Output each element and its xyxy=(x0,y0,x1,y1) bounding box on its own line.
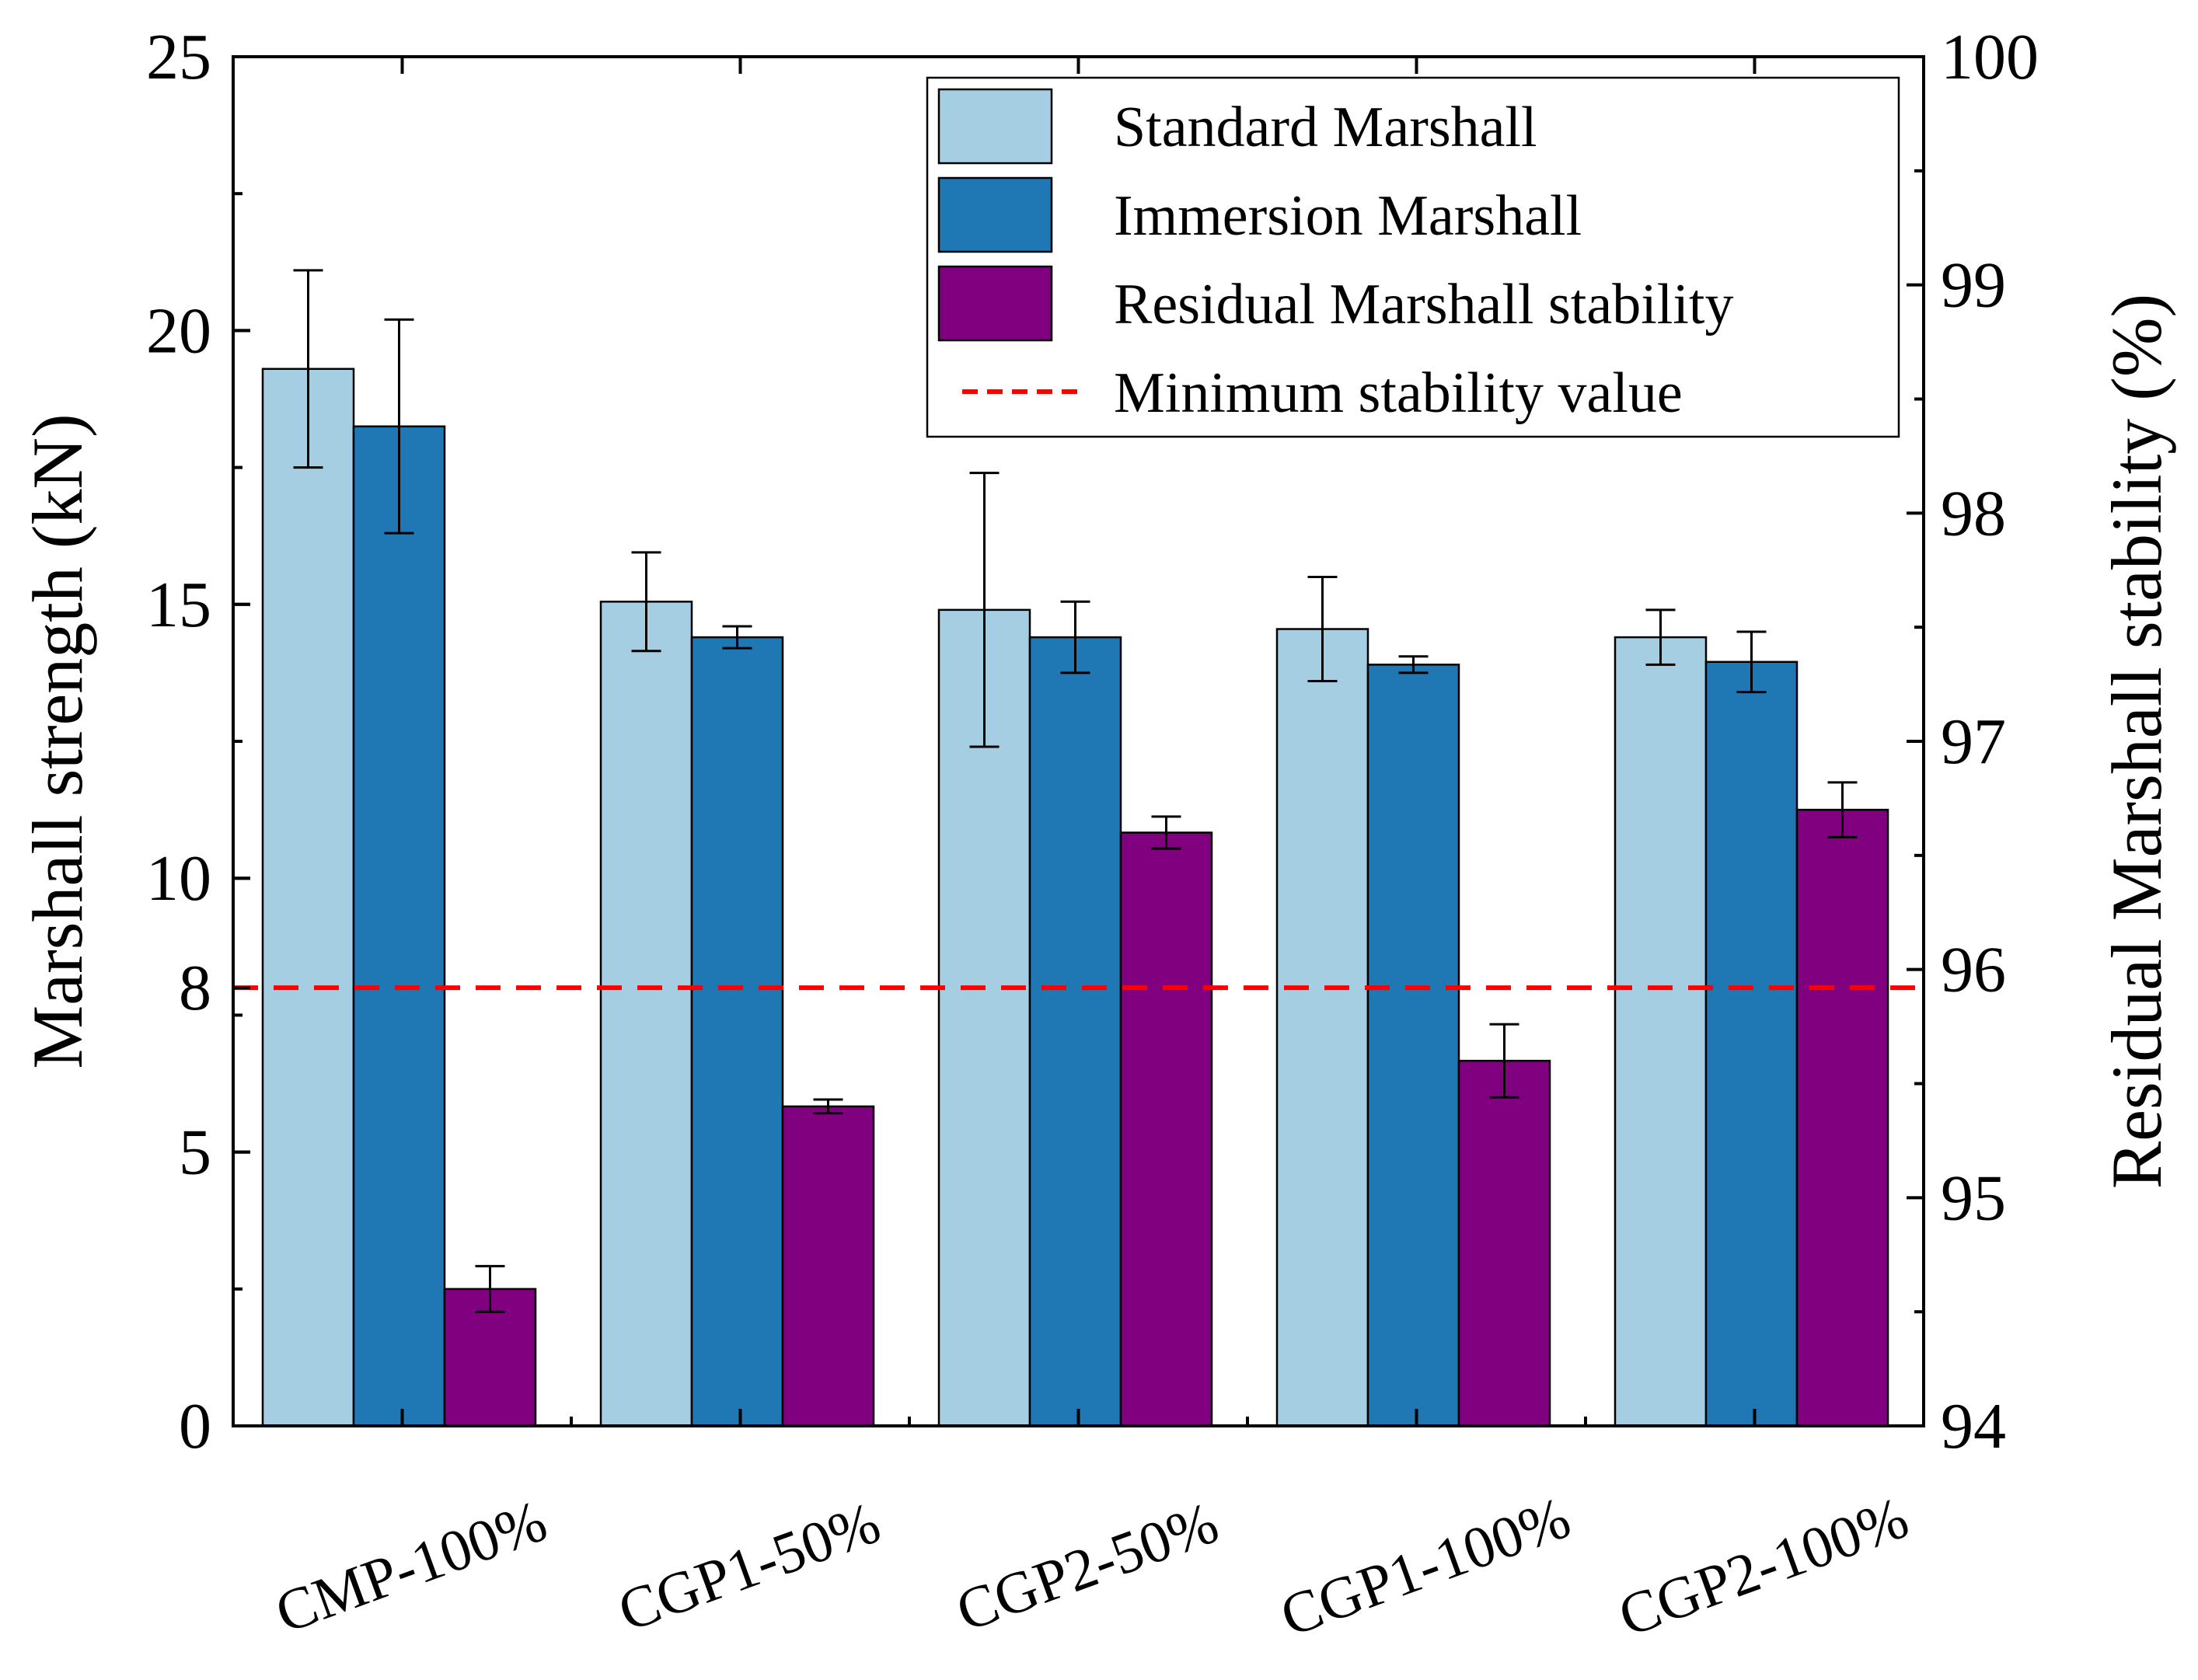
bar-1-1 xyxy=(261,368,355,1427)
right-tick-label: 100 xyxy=(1941,21,2039,93)
left-tick-label: 25 xyxy=(146,21,211,93)
error-bar-1-2 xyxy=(631,551,661,653)
bar-1-4 xyxy=(1275,628,1369,1427)
error-bar-2-5 xyxy=(1736,630,1767,694)
bar-3-4 xyxy=(1457,1059,1551,1427)
bar-2-2 xyxy=(690,636,784,1427)
error-bar-2-3 xyxy=(1060,600,1090,674)
right-tick-label: 94 xyxy=(1941,1390,2006,1462)
left-tick-label: 10 xyxy=(146,842,211,915)
error-bar-1-4 xyxy=(1307,576,1338,682)
legend-label-2: Immersion Marshall xyxy=(1114,184,1582,248)
bar-3-2 xyxy=(781,1105,875,1427)
category-label: CGP1-100% xyxy=(1272,1485,1579,1650)
category-label: CGP1-50% xyxy=(610,1490,888,1644)
error-bar-1-3 xyxy=(969,472,1000,748)
right-tick-label: 95 xyxy=(1941,1162,2006,1234)
left-tick-label: 0 xyxy=(179,1390,211,1462)
category-label: CGP2-50% xyxy=(948,1490,1226,1644)
bar-1-2 xyxy=(599,601,693,1427)
bar-2-1 xyxy=(352,425,446,1427)
right-tick-label: 98 xyxy=(1941,477,2006,549)
left-tick-label: 15 xyxy=(146,569,211,641)
error-bar-3-2 xyxy=(813,1098,843,1115)
y2-axis-title: Residual Marshall stability (%) xyxy=(2097,294,2176,1189)
error-bar-3-5 xyxy=(1827,781,1858,838)
error-bar-1-1 xyxy=(293,269,323,469)
error-bar-2-1 xyxy=(384,318,414,535)
bar-2-3 xyxy=(1028,636,1122,1427)
error-bar-3-3 xyxy=(1151,815,1181,850)
left-tick-label: 8 xyxy=(179,952,211,1024)
bar-3-5 xyxy=(1795,808,1889,1427)
left-tick-label: 20 xyxy=(146,295,211,367)
legend-label-reference: Minimum stability value xyxy=(1114,361,1683,425)
legend-swatch-1 xyxy=(937,88,1053,165)
error-bars-layer xyxy=(293,269,1858,1313)
bar-2-4 xyxy=(1366,664,1460,1427)
legend-box xyxy=(926,76,1900,438)
category-label: CMP-100% xyxy=(267,1488,555,1646)
category-label: CGP2-100% xyxy=(1610,1485,1917,1650)
legend-label-1: Standard Marshall xyxy=(1114,96,1537,159)
right-tick-label: 99 xyxy=(1941,249,2006,322)
error-bar-3-1 xyxy=(475,1264,505,1313)
right-tick-label: 97 xyxy=(1941,706,2006,778)
bar-2-5 xyxy=(1704,660,1799,1427)
legend-swatch-2 xyxy=(937,176,1053,253)
legend-swatch-3 xyxy=(937,265,1053,342)
error-bar-2-4 xyxy=(1398,655,1429,674)
left-tick-label: 5 xyxy=(179,1117,211,1189)
error-bar-2-2 xyxy=(722,625,752,650)
legend: Standard Marshall Immersion Marshall Resid… xyxy=(926,76,1900,438)
error-bar-3-4 xyxy=(1489,1023,1519,1099)
error-bar-1-5 xyxy=(1645,608,1676,666)
right-tick-label: 96 xyxy=(1941,934,2006,1006)
y-axis-title: Marshall strength (kN) xyxy=(18,413,97,1068)
legend-label-3: Residual Marshall stability xyxy=(1114,273,1733,336)
bars-layer xyxy=(261,368,1889,1427)
bar-3-3 xyxy=(1119,831,1213,1427)
bar-1-5 xyxy=(1614,636,1708,1427)
